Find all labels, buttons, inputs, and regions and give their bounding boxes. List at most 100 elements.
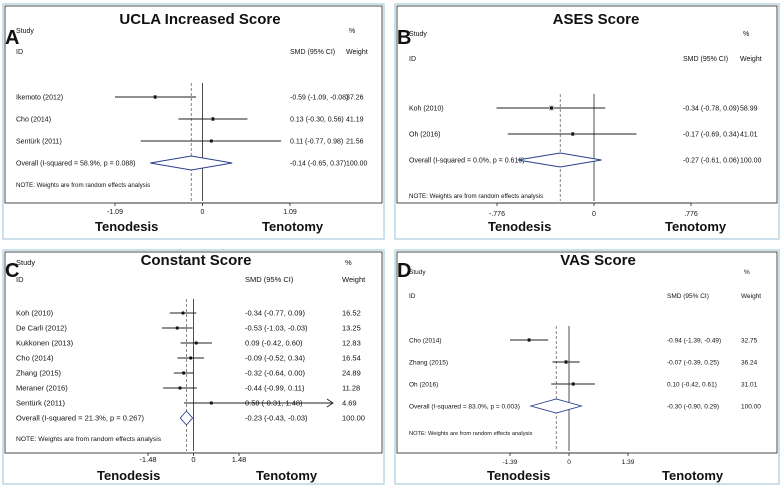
panel-a-overall-weight: 100.00	[346, 161, 368, 168]
panel-a-tick-label-3: 1.09	[283, 209, 297, 216]
panel-c-header-pct: %	[345, 258, 352, 267]
panel-a-header-effect: SMD (95% CI)	[290, 49, 335, 56]
panel-c-row-7-weight: 4.69	[342, 399, 357, 408]
panel-d-row-3-estimate: 0.10 (-0.42, 0.61)	[667, 382, 717, 389]
panel-b-note: NOTE: Weights are from random effects an…	[409, 193, 543, 200]
panel-a-row-1-weight: 37.26	[346, 95, 364, 102]
panel-d-header-weight: Weight	[741, 293, 761, 300]
panel-b-tick-label-2: 0	[592, 211, 596, 218]
panel-c-tick-label-2: 0	[191, 455, 195, 464]
panel-b-row-2-estimate: -0.17 (-0.69, 0.34)	[683, 132, 739, 139]
panel-a-overall-diamond	[150, 155, 233, 171]
panel-c-row-3-weight: 12.83	[342, 339, 361, 348]
panel-c-row-2-name: De Carli (2012)	[16, 324, 67, 333]
panel-b-row-2-name: Oh (2016)	[409, 132, 441, 139]
panel-b-overall-name: Overall (I-squared = 0.0%, p = 0.619)	[409, 158, 525, 165]
panel-b-header-effect: SMD (95% CI)	[683, 56, 728, 63]
panel-c-header-effect: SMD (95% CI)	[245, 275, 294, 284]
panel-d-row-1-weight: 32.75	[741, 338, 758, 345]
panel-b-header-study: Study	[409, 31, 427, 38]
panel-d: D VAS Score Study ID SMD (95% CI)% Weight Cho …	[394, 249, 780, 485]
panel-b-row-1-point	[549, 106, 554, 110]
panel-b-plot-frame	[396, 5, 778, 204]
panel-b-outer-border	[394, 3, 780, 240]
panel-a-tick-label-2: 0	[201, 209, 205, 216]
panel-d-tick-label-3: 1.39	[622, 459, 635, 466]
panel-d-row-2-weight: 36.24	[741, 360, 758, 367]
panel-b-tick-label-3: .776	[684, 211, 698, 218]
panel-c-row-1-estimate: -0.34 (-0.77, 0.09)	[245, 309, 306, 318]
panel-b: B ASES Score Study ID SMD (95% CI)% Weight Koh…	[394, 3, 780, 240]
panel-d-row-2-estimate: -0.07 (-0.39, 0.25)	[667, 360, 719, 367]
panel-c-row-7-ci-arrow	[326, 398, 334, 408]
panel-c-note: NOTE: Weights are from random effects an…	[16, 436, 162, 443]
panel-c-row-1-name: Koh (2010)	[16, 309, 54, 318]
panel-c-header-id: ID	[16, 275, 24, 284]
panel-c-row-3-point	[194, 341, 198, 345]
panel-b-header-weight: Weight	[740, 56, 762, 63]
panel-a-row-3-point	[209, 139, 213, 143]
panel-a-row-3-name: Sentürk (2011)	[16, 139, 62, 146]
panel-a-overall-name: Overall (I-squared = 58.9%, p = 0.088)	[16, 161, 135, 168]
panel-c-row-1-weight: 16.52	[342, 309, 361, 318]
panel-a-row-2-point	[211, 117, 215, 121]
panel-c-row-4-point	[189, 356, 193, 360]
panel-d-row-1-name: Cho (2014)	[409, 338, 442, 345]
panel-b-overall-estimate: -0.27 (-0.61, 0.06)	[683, 158, 739, 165]
panel-c-overall-name: Overall (I-squared = 21.3%, p = 0.267)	[16, 414, 144, 423]
panel-d-row-3-point	[571, 382, 575, 386]
panel-c-row-4-weight: 16.54	[342, 354, 361, 363]
panel-d-header-pct: %	[744, 269, 750, 276]
panel-c-label-right: Tenotomy	[256, 468, 318, 483]
panel-d-tick-label-1: -1.39	[503, 459, 518, 466]
panel-d-letter: D	[397, 260, 411, 282]
panel-c-row-4-estimate: -0.09 (-0.52, 0.34)	[245, 354, 306, 363]
panel-c-row-2-weight: 13.25	[342, 324, 361, 333]
panel-b-letter: B	[397, 27, 411, 49]
panel-d-header-id: ID	[409, 293, 416, 300]
panel-b-tick-label-1: -.776	[489, 211, 505, 218]
panel-d-row-1-point	[527, 338, 531, 342]
panel-c-row-5-point	[182, 371, 186, 375]
panel-b-label-left: Tenodesis	[488, 219, 551, 234]
panel-d-overall-estimate: -0.30 (-0.90, 0.29)	[667, 404, 719, 411]
panel-a-note: NOTE: Weights are from random effects an…	[16, 182, 150, 189]
panel-b-overall-diamond	[517, 152, 602, 168]
panel-b-header-id: ID	[409, 56, 416, 63]
panel-a-letter: A	[5, 27, 19, 49]
panel-d-outer-border	[394, 249, 780, 485]
panel-a-row-3-estimate: 0.11 (-0.77, 0.98)	[290, 139, 343, 146]
panel-c-header-weight: Weight	[342, 275, 366, 284]
panel-b-row-1-weight: 58.99	[740, 106, 758, 113]
panel-d-overall-name: Overall (I-squared = 83.0%, p = 0.003)	[409, 404, 520, 411]
panel-a-row-3-weight: 21.56	[346, 139, 364, 146]
panel-d-label-right: Tenotomy	[662, 468, 724, 483]
panel-c-row-7-name: Sentürk (2011)	[16, 399, 66, 408]
panel-c: C Constant Score Study ID SMD (95% CI)% Weigh…	[2, 249, 385, 485]
panel-c-row-3-name: Kukkonen (2013)	[16, 339, 74, 348]
panel-a-label-right: Tenotomy	[262, 219, 324, 234]
panel-c-row-5-estimate: -0.32 (-0.64, 0.00)	[245, 369, 306, 378]
panel-c-letter: C	[5, 260, 19, 282]
panel-d-tick-label-2: 0	[567, 459, 571, 466]
panel-d-row-3-name: Oh (2016)	[409, 382, 438, 389]
panel-d-header-effect: SMD (95% CI)	[667, 293, 709, 300]
panel-d-overall-diamond	[529, 398, 583, 414]
panel-a-row-1-estimate: -0.59 (-1.09, -0.08)	[290, 95, 348, 102]
panel-b-header-pct: %	[743, 31, 749, 38]
panel-b-title: ASES Score	[553, 11, 640, 28]
panel-d-note: NOTE: Weights are from random effects an…	[409, 431, 533, 437]
panel-b-row-2-weight: 41.01	[740, 132, 758, 139]
panel-a-plot-frame	[4, 5, 383, 204]
panel-a-label-left: Tenodesis	[95, 219, 158, 234]
panel-a: A UCLA Increased Score Study ID SMD (95% CI)…	[2, 3, 385, 240]
panel-d-header-study: Study	[409, 269, 426, 276]
panel-d-row-2-name: Zhang (2015)	[409, 360, 448, 367]
panel-c-row-6-name: Meraner (2016)	[16, 384, 68, 393]
panel-c-row-5-name: Zhang (2015)	[16, 369, 62, 378]
panel-c-row-6-point	[178, 386, 182, 390]
panel-c-title: Constant Score	[141, 252, 252, 269]
panel-d-row-3-weight: 31.01	[741, 382, 758, 389]
panel-a-header-weight: Weight	[346, 49, 368, 56]
panel-b-row-1-name: Koh (2010)	[409, 106, 444, 113]
